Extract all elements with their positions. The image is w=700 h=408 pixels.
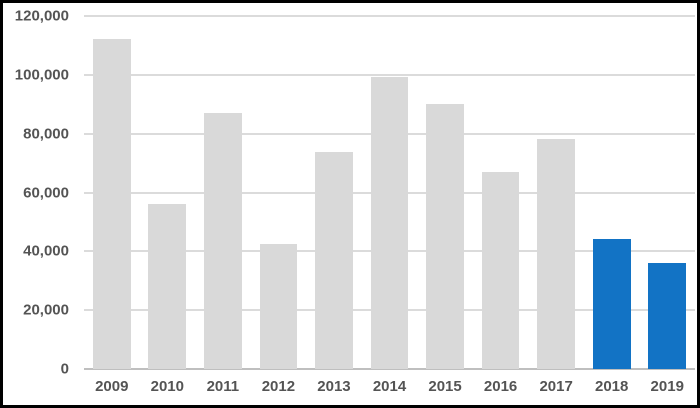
x-axis-tick-label-2009: 2009 — [95, 378, 129, 395]
y-axis-tick-label-100000: 100,000 — [14, 66, 69, 84]
x-axis-tick-label-2010: 2010 — [150, 378, 184, 395]
y-axis-tick-label-60000: 60,000 — [23, 184, 69, 201]
bar-2017 — [537, 139, 576, 369]
bar-slot-2010 — [140, 16, 196, 369]
y-axis-tick-label-80000: 80,000 — [23, 125, 69, 143]
x-axis: 2009 2010 2011 2012 2013 2014 2015 2016 2017 2018… — [84, 375, 695, 399]
y-axis-tick-label-40000: 40,000 — [23, 242, 69, 260]
bar-slot-2011 — [195, 16, 251, 369]
x-axis-tick-label-2019: 2019 — [650, 378, 684, 395]
plot-area — [84, 15, 695, 370]
bar-2018 — [592, 238, 631, 369]
x-axis-tick-label-2016: 2016 — [483, 378, 518, 395]
y-axis: 0 20,000 40,000 60,000 80,000 100,000 120,000 — [6, 8, 69, 378]
bar-2015 — [426, 103, 464, 369]
bar-slot-2018 — [584, 16, 640, 369]
x-axis-tick-label-2017: 2017 — [539, 378, 573, 395]
bar-2013 — [315, 152, 353, 369]
bar-2012 — [259, 243, 298, 369]
bar-2019 — [648, 262, 687, 369]
x-axis-tick-label-2012: 2012 — [261, 378, 296, 395]
bar-slot-2019 — [639, 16, 695, 369]
bar-slot-2017 — [528, 16, 584, 369]
gridline-120000 — [84, 15, 695, 17]
bar-slot-2014 — [362, 16, 418, 369]
bar-slot-2016 — [473, 16, 529, 369]
bar-series — [84, 16, 695, 369]
gridline-100000 — [84, 73, 695, 76]
bar-2014 — [370, 77, 409, 369]
bar-slot-2012 — [251, 16, 307, 369]
bar-slot-2009 — [84, 16, 140, 369]
x-axis-line — [84, 368, 695, 370]
y-axis-tick-label-0: 0 — [60, 360, 69, 378]
y-axis-tick-label-120000: 120,000 — [14, 7, 69, 25]
bar-2011 — [203, 112, 242, 369]
bar-2016 — [481, 171, 520, 369]
bar-slot-2013 — [306, 16, 362, 369]
x-axis-tick-label-2015: 2015 — [428, 378, 462, 395]
x-axis-tick-label-2011: 2011 — [206, 378, 240, 395]
x-axis-tick-label-2014: 2014 — [372, 378, 407, 395]
x-axis-tick-label-2013: 2013 — [317, 378, 351, 395]
y-axis-tick-label-20000: 20,000 — [23, 301, 69, 319]
bar-2009 — [92, 38, 131, 369]
bar-slot-2015 — [417, 16, 473, 369]
x-axis-tick-label-2018: 2018 — [595, 378, 629, 395]
bar-2010 — [148, 204, 187, 369]
